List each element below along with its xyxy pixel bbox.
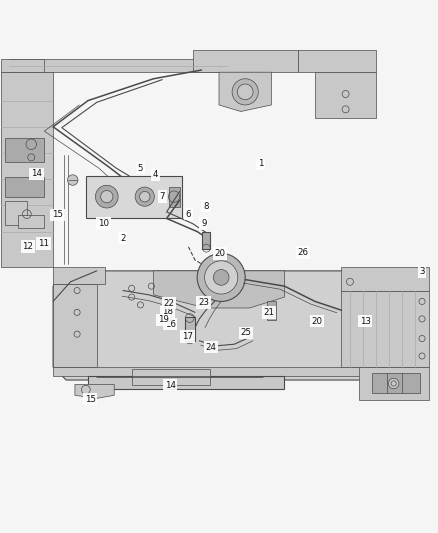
Circle shape bbox=[205, 261, 238, 294]
Bar bbox=[169, 187, 180, 207]
Text: 14: 14 bbox=[31, 169, 42, 179]
Polygon shape bbox=[1, 72, 53, 266]
Circle shape bbox=[26, 139, 36, 149]
Text: 15: 15 bbox=[85, 395, 95, 403]
Circle shape bbox=[95, 185, 118, 208]
Bar bbox=[185, 317, 194, 341]
Text: 20: 20 bbox=[312, 317, 323, 326]
Circle shape bbox=[101, 190, 113, 203]
Polygon shape bbox=[10, 59, 228, 72]
Polygon shape bbox=[1, 59, 44, 72]
Polygon shape bbox=[53, 284, 97, 367]
Text: 13: 13 bbox=[360, 317, 371, 326]
Circle shape bbox=[140, 191, 150, 202]
Polygon shape bbox=[372, 374, 420, 393]
Text: 10: 10 bbox=[98, 219, 109, 228]
Text: 3: 3 bbox=[419, 267, 425, 276]
Text: 24: 24 bbox=[206, 343, 217, 352]
Bar bbox=[18, 215, 44, 228]
Circle shape bbox=[135, 187, 154, 206]
Circle shape bbox=[389, 378, 399, 389]
Text: 11: 11 bbox=[38, 239, 49, 248]
Bar bbox=[5, 201, 27, 225]
Polygon shape bbox=[219, 72, 272, 111]
Polygon shape bbox=[193, 51, 297, 72]
Text: 18: 18 bbox=[162, 308, 173, 317]
Text: 14: 14 bbox=[165, 381, 176, 390]
Polygon shape bbox=[359, 367, 428, 400]
Text: 26: 26 bbox=[297, 248, 308, 257]
Polygon shape bbox=[341, 290, 428, 367]
Text: 12: 12 bbox=[22, 242, 33, 251]
Polygon shape bbox=[297, 51, 376, 72]
Text: 20: 20 bbox=[214, 249, 226, 258]
Polygon shape bbox=[86, 176, 182, 217]
Text: 2: 2 bbox=[120, 233, 126, 243]
Polygon shape bbox=[53, 271, 385, 380]
Circle shape bbox=[213, 270, 229, 285]
Circle shape bbox=[232, 79, 258, 105]
Text: 23: 23 bbox=[198, 298, 209, 307]
Polygon shape bbox=[53, 367, 385, 376]
Polygon shape bbox=[88, 376, 285, 389]
Text: 7: 7 bbox=[159, 192, 165, 201]
Text: 25: 25 bbox=[240, 328, 251, 337]
Bar bbox=[267, 302, 276, 320]
Polygon shape bbox=[132, 369, 210, 385]
Text: 8: 8 bbox=[203, 202, 208, 211]
Polygon shape bbox=[153, 271, 285, 308]
Polygon shape bbox=[315, 72, 376, 118]
Text: 17: 17 bbox=[182, 332, 193, 341]
Bar bbox=[202, 231, 210, 249]
Text: 19: 19 bbox=[158, 315, 169, 324]
Text: 9: 9 bbox=[201, 219, 206, 228]
Text: 16: 16 bbox=[165, 320, 176, 329]
Bar bbox=[5, 138, 44, 161]
Text: 22: 22 bbox=[163, 298, 174, 308]
Circle shape bbox=[237, 84, 253, 100]
Polygon shape bbox=[341, 266, 428, 290]
Polygon shape bbox=[53, 266, 106, 284]
Circle shape bbox=[67, 175, 78, 185]
Circle shape bbox=[197, 253, 245, 302]
Bar bbox=[5, 177, 44, 197]
Text: 4: 4 bbox=[153, 171, 159, 179]
Text: 5: 5 bbox=[138, 164, 143, 173]
Text: 6: 6 bbox=[186, 209, 191, 219]
Text: 1: 1 bbox=[258, 159, 263, 168]
Polygon shape bbox=[75, 384, 114, 398]
Text: 21: 21 bbox=[264, 308, 275, 317]
Bar bbox=[164, 313, 171, 323]
Text: 15: 15 bbox=[52, 211, 63, 220]
